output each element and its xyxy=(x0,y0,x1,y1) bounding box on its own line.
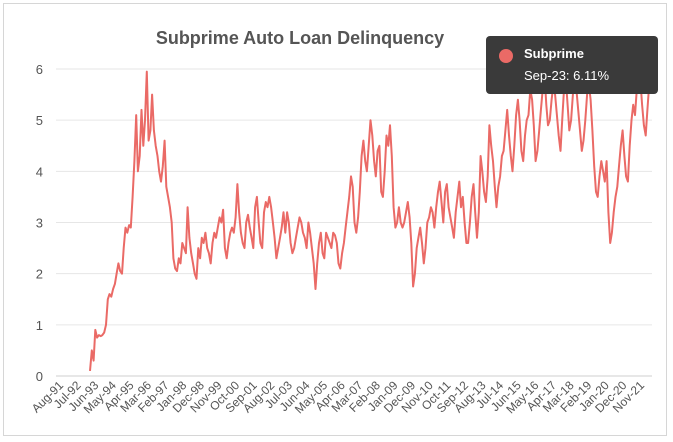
series-line-subprime xyxy=(89,63,652,371)
chart-title: Subprime Auto Loan Delinquency xyxy=(156,28,444,48)
y-axis-ticks: 0 1 2 3 4 5 6 xyxy=(36,62,43,384)
y-tick-label: 1 xyxy=(36,318,43,333)
y-tick-label: 3 xyxy=(36,216,43,231)
tooltip-series-name: Subprime xyxy=(524,46,584,61)
y-tick-label: 0 xyxy=(36,369,43,384)
y-tick-label: 6 xyxy=(36,62,43,77)
tooltip-series-swatch xyxy=(499,49,513,63)
tooltip-value: Sep-23: 6.11% xyxy=(524,68,610,83)
tooltip: Subprime Sep-23: 6.11% xyxy=(486,36,658,94)
series-layer xyxy=(89,63,652,371)
y-tick-label: 4 xyxy=(36,164,43,179)
y-tick-label: 5 xyxy=(36,113,43,128)
y-tick-label: 2 xyxy=(36,267,43,282)
x-axis-ticks: Aug-91Jul-92Jun-93May-94Apr-95Mar-96Feb-… xyxy=(29,378,647,416)
